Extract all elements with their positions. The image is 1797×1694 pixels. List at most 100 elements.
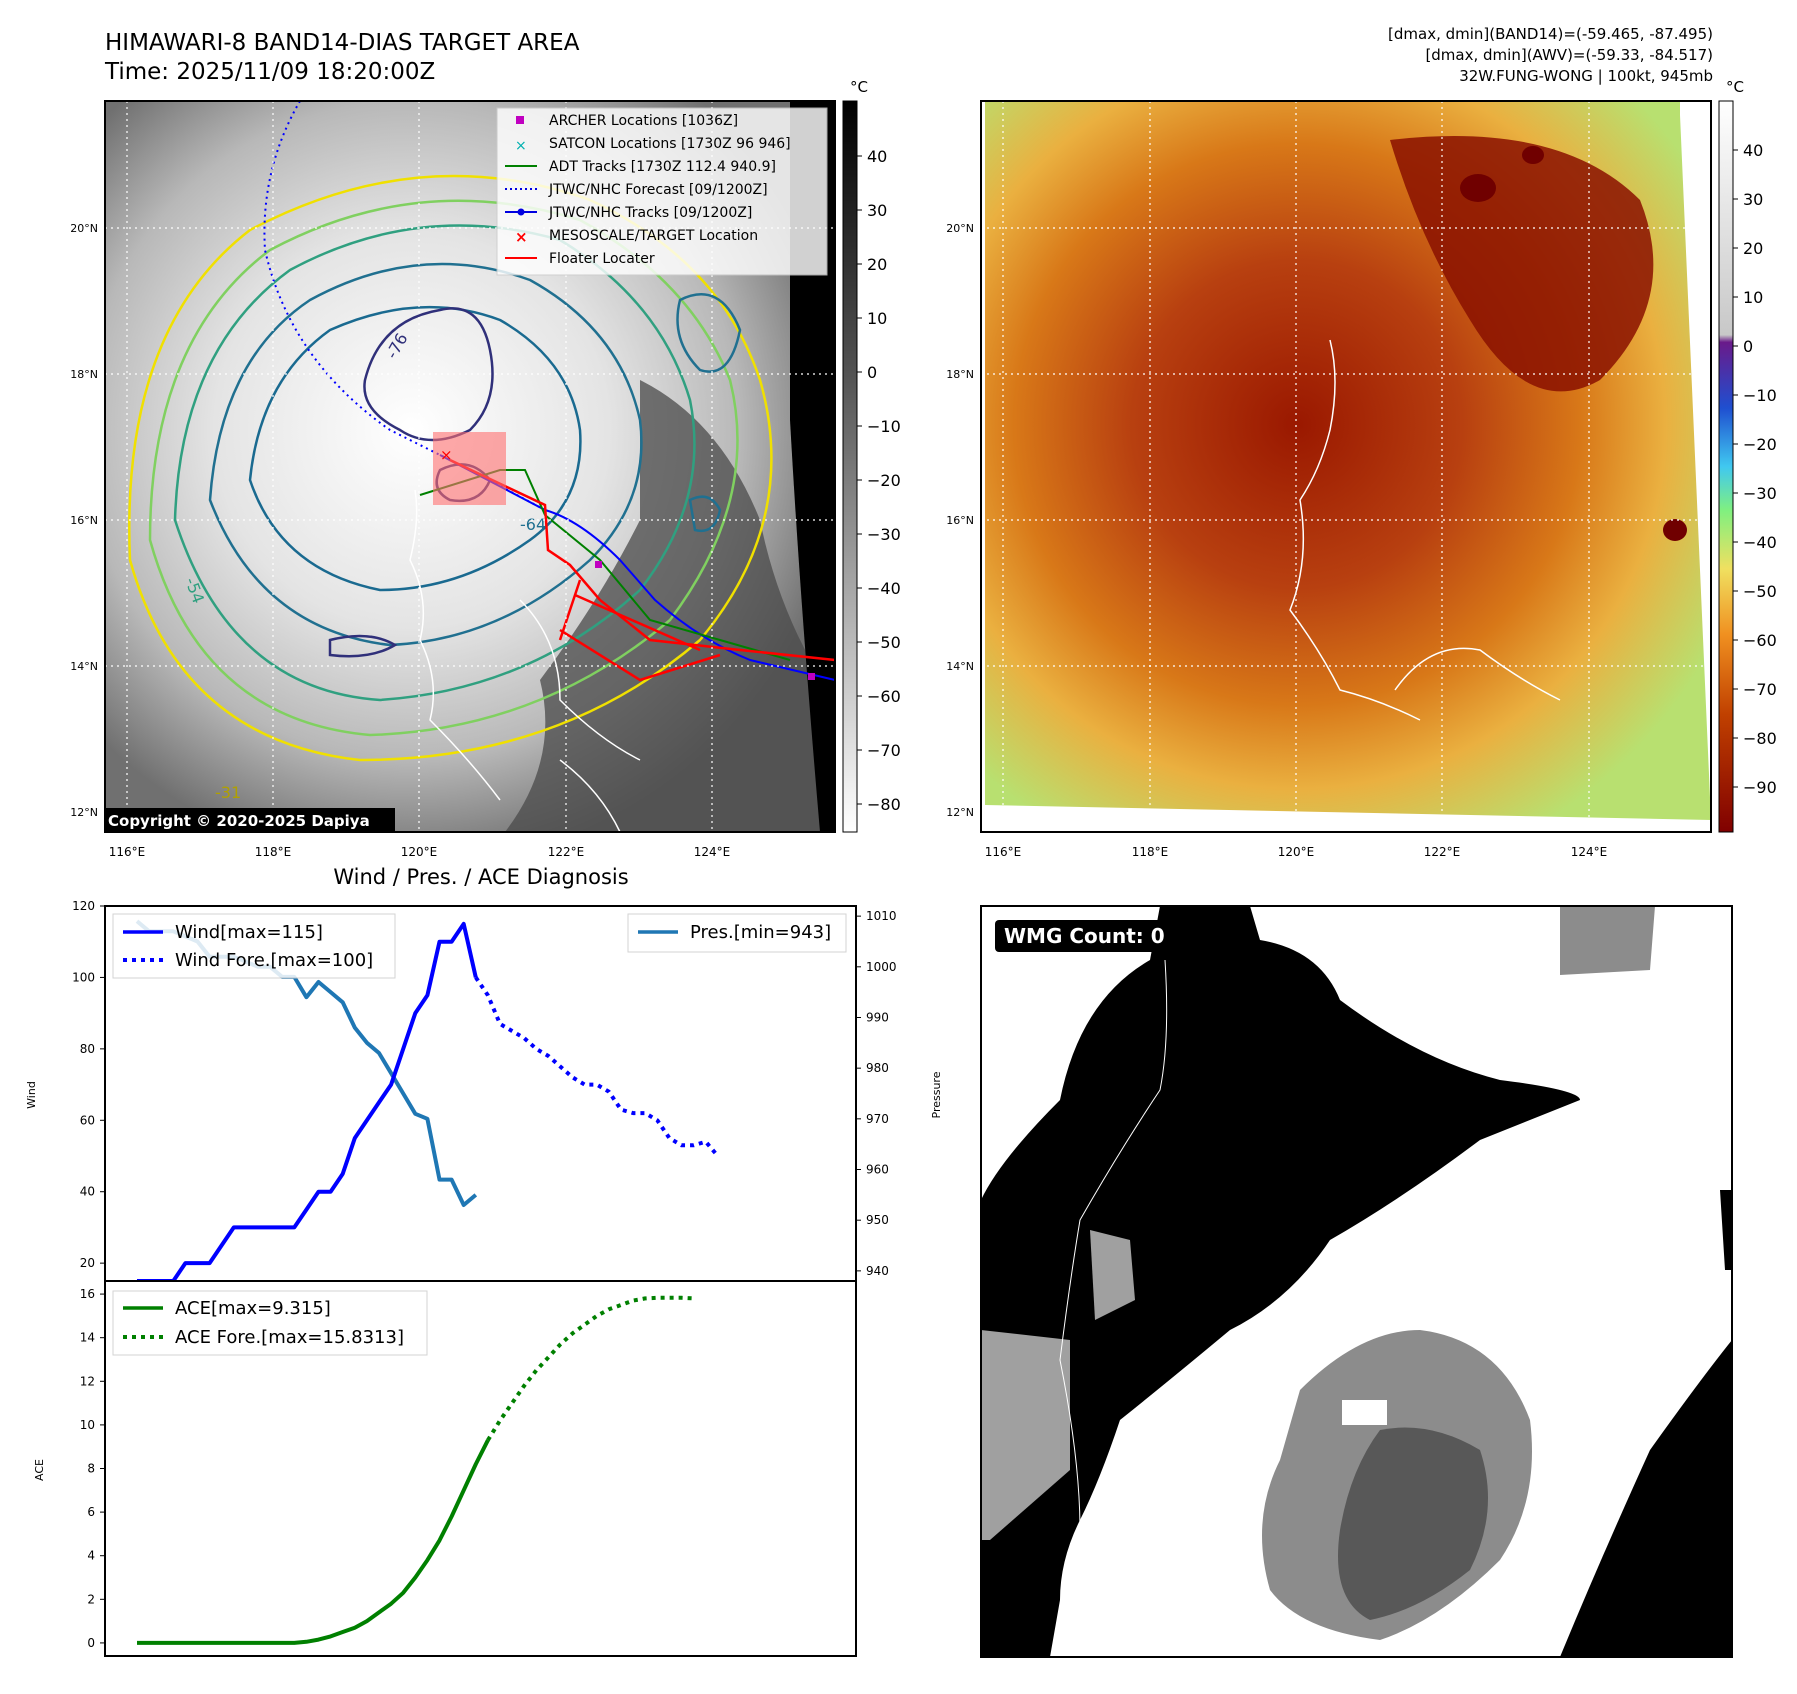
legend-jtwc-forecast: JTWC/NHC Forecast [09/1200Z] xyxy=(548,182,768,198)
ir-cbar-tick-label: 40 xyxy=(867,147,887,166)
lat-label: 12°N xyxy=(70,806,98,819)
wind-legend: Wind[max=115] Wind Fore.[max=100] xyxy=(112,913,396,979)
ir-cbar-tick-label: −30 xyxy=(867,525,901,544)
figure-title: HIMAWARI-8 BAND14-DIAS TARGET AREA xyxy=(105,30,580,56)
dmax-awv: [dmax, dmin](AWV)=(-59.33, -84.517) xyxy=(1425,46,1713,64)
band14-cbar-tick-label: −70 xyxy=(1743,680,1777,699)
contour-label: -64 xyxy=(520,515,546,534)
wind-axis-tick-label: 120 xyxy=(72,899,95,913)
ace-axis-tick-label: 16 xyxy=(80,1287,95,1301)
legend-satcon: SATCON Locations [1730Z 96 946] xyxy=(549,136,791,152)
dmax-band14: [dmax, dmin](BAND14)=(-59.465, -87.495) xyxy=(1388,25,1713,43)
legend-mesoscale: MESOSCALE/TARGET Location xyxy=(549,228,758,244)
lon-label: 118°E xyxy=(1132,845,1169,859)
pressure-axis-tick-label: 1000 xyxy=(866,960,897,974)
band14-cbar-tick-label: 20 xyxy=(1743,239,1763,258)
wind-axis-tick-label: 20 xyxy=(80,1256,95,1270)
ace-axis-tick-label: 14 xyxy=(80,1331,95,1345)
band14-map-panel: 20°N 18°N 16°N 14°N 12°N 116°E 118°E 120… xyxy=(946,100,1712,859)
cbar-unit: °C xyxy=(850,78,868,96)
lon-label: 120°E xyxy=(1278,845,1315,859)
legend-floater: Floater Locater xyxy=(549,251,655,267)
storm-info: 32W.FUNG-WONG | 100kt, 945mb xyxy=(1459,67,1713,85)
ace-legend: ACE[max=9.315] ACE Fore.[max=15.8313] xyxy=(112,1290,428,1356)
pressure-axis-tick-label: 990 xyxy=(866,1010,889,1024)
figure-time: Time: 2025/11/09 18:20:00Z xyxy=(104,59,435,85)
band14-cbar-tick-label: 10 xyxy=(1743,288,1763,307)
ir-cbar-tick-label: −10 xyxy=(867,417,901,436)
band14-cbar-tick-label: −40 xyxy=(1743,533,1777,552)
pressure-axis-tick-label: 1010 xyxy=(866,909,897,923)
ace-axis-label: ACE xyxy=(33,1459,46,1481)
band14-colorbar: °C 40 30 20 10 0 −10 −20 −30 −40 −50 −60 −70 −80 −90 xyxy=(1718,78,1777,833)
wind-axis-tick-label: 100 xyxy=(72,970,95,984)
ace-line xyxy=(137,1439,490,1645)
wind-axis-tick-label: 40 xyxy=(80,1185,95,1199)
wind-line xyxy=(137,921,478,1283)
svg-text:×: × xyxy=(515,138,527,154)
pressure-axis-tick-label: 960 xyxy=(866,1163,889,1177)
band14-cbar-tick-label: −30 xyxy=(1743,484,1777,503)
ir-cbar-tick-label: −20 xyxy=(867,471,901,490)
lon-label: 124°E xyxy=(1571,845,1608,859)
pressure-axis-tick-label: 970 xyxy=(866,1112,889,1126)
lon-label: 122°E xyxy=(548,845,585,859)
ir-cbar-tick-label: −50 xyxy=(867,633,901,652)
legend-pressure: Pres.[min=943] xyxy=(690,922,831,943)
lat-label: 14°N xyxy=(70,660,98,673)
ace-axis-tick-label: 12 xyxy=(80,1374,95,1388)
ir-map-panel: × -76 -64 -54 -31 ARCHER Locations [1036… xyxy=(70,100,836,859)
band14-cbar-tick-label: 30 xyxy=(1743,190,1763,209)
ir-cbar-tick-label: −70 xyxy=(867,741,901,760)
wind-axis-label: Wind xyxy=(25,1081,38,1109)
band14-cbar-tick-label: −20 xyxy=(1743,435,1777,454)
ace-axis-tick-label: 6 xyxy=(87,1505,95,1519)
band14-cbar-tick-label: −50 xyxy=(1743,582,1777,601)
ir-cbar-tick-label: −60 xyxy=(867,687,901,706)
lat-label: 16°N xyxy=(946,514,974,527)
ir-cbar-tick-label: −80 xyxy=(867,795,901,814)
lat-label: 18°N xyxy=(70,368,98,381)
lat-label: 12°N xyxy=(946,806,974,819)
legend-ace-forecast: ACE Fore.[max=15.8313] xyxy=(175,1327,404,1348)
ace-axis-tick-label: 0 xyxy=(87,1636,95,1650)
lon-label: 122°E xyxy=(1424,845,1461,859)
legend-adt: ADT Tracks [1730Z 112.4 940.9] xyxy=(549,159,776,175)
legend-jtwc-tracks: JTWC/NHC Tracks [09/1200Z] xyxy=(548,205,752,221)
lon-label: 124°E xyxy=(694,845,731,859)
ace-chart: 16 14 12 10 8 6 4 2 0 ACE ACE[max=9.315] ACE For… xyxy=(33,1280,857,1657)
ir-colorbar: °C 40 30 20 10 0 −10 −20 −30 −40 −50 −60 −70 −80 xyxy=(842,78,901,833)
lat-label: 20°N xyxy=(70,222,98,235)
band14-cbar-tick-label: −80 xyxy=(1743,729,1777,748)
map-legend: ARCHER Locations [1036Z] × SATCON Locati… xyxy=(496,107,828,276)
legend-wind: Wind[max=115] xyxy=(175,922,323,943)
wind-axis-tick-label: 80 xyxy=(80,1042,95,1056)
cbar-unit: °C xyxy=(1726,78,1744,96)
ace-axis-tick-label: 4 xyxy=(87,1549,95,1563)
ace-axis-tick-label: 2 xyxy=(87,1592,95,1606)
ace-axis-tick-label: 8 xyxy=(87,1462,95,1476)
wind-axis-tick-label: 60 xyxy=(80,1113,95,1127)
lon-label: 120°E xyxy=(401,845,438,859)
ir-cbar-tick-label: 20 xyxy=(867,255,887,274)
band14-cbar-tick-label: −10 xyxy=(1743,386,1777,405)
band14-cbar-tick-label: 0 xyxy=(1743,337,1753,356)
legend-ace: ACE[max=9.315] xyxy=(175,1298,331,1319)
svg-text:×: × xyxy=(515,228,528,246)
pressure-axis-tick-label: 980 xyxy=(866,1061,889,1075)
pressure-axis-tick-label: 940 xyxy=(866,1264,889,1278)
contour-label: -31 xyxy=(215,783,241,802)
lat-label: 18°N xyxy=(946,368,974,381)
lon-label: 116°E xyxy=(109,845,146,859)
ir-cbar-tick-label: −40 xyxy=(867,579,901,598)
wmg-panel: WMG Count: 0 xyxy=(980,905,1733,1658)
legend-wind-forecast: Wind Fore.[max=100] xyxy=(175,950,373,971)
lat-label: 20°N xyxy=(946,222,974,235)
diagnosis-title: Wind / Pres. / ACE Diagnosis xyxy=(333,865,628,889)
lon-label: 116°E xyxy=(985,845,1022,859)
copyright: Copyright © 2020-2025 Dapiya xyxy=(108,812,370,830)
legend-archer: ARCHER Locations [1036Z] xyxy=(549,113,738,129)
ir-cbar-tick-label: 10 xyxy=(867,309,887,328)
pressure-axis-tick-label: 950 xyxy=(866,1213,889,1227)
